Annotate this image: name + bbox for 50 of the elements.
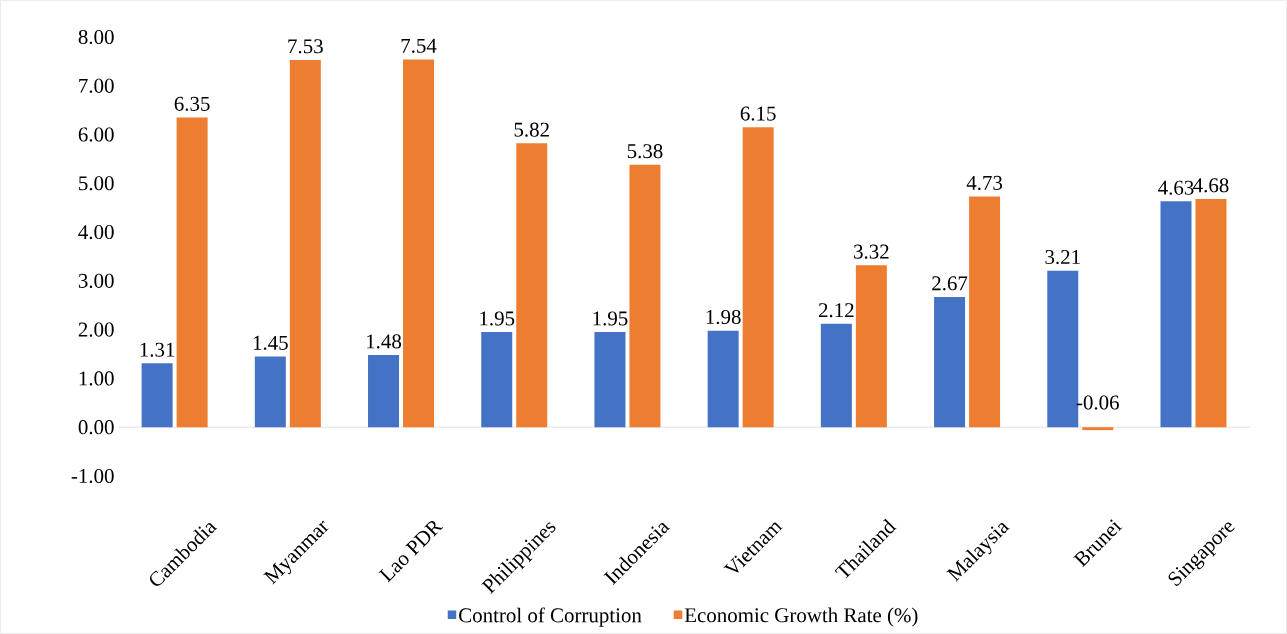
data-label: 6.35 [174, 96, 210, 111]
legend-label: Economic Growth Rate (%) [684, 607, 918, 627]
data-label: 4.68 [1193, 178, 1229, 193]
y-tick-label: 7.00 [79, 78, 114, 93]
data-label: 4.63 [1158, 180, 1194, 195]
bar [969, 196, 1001, 428]
data-label: 1.48 [367, 334, 402, 349]
data-label: 1.95 [593, 311, 628, 326]
data-label: 6.15 [740, 106, 776, 121]
y-tick-label: 0.00 [78, 420, 114, 435]
bar [707, 330, 739, 428]
data-label: 3.32 [854, 244, 889, 259]
data-label: 2.67 [932, 276, 968, 291]
data-label: 1.98 [706, 309, 741, 325]
y-tick-label: 8.00 [78, 29, 114, 45]
y-tick-label: 3.00 [78, 273, 114, 288]
bar [629, 164, 661, 428]
y-tick-label: 5.00 [79, 176, 114, 191]
bar [289, 59, 321, 428]
data-label: 7.54 [401, 38, 437, 53]
bar [516, 143, 548, 428]
bar [594, 332, 626, 428]
bar [855, 265, 887, 428]
bar [403, 59, 435, 428]
y-tick-label: 1.00 [79, 371, 114, 386]
data-label: 5.82 [514, 122, 549, 137]
data-label: 2.12 [818, 303, 854, 318]
data-label: 5.38 [627, 144, 663, 159]
y-tick-label: 4.00 [78, 225, 114, 240]
bar [481, 332, 513, 428]
bar [176, 117, 208, 428]
bar [254, 356, 286, 428]
data-label: 7.53 [288, 39, 323, 54]
bar [368, 355, 400, 428]
bar [934, 296, 966, 428]
bar [1160, 201, 1192, 428]
data-label: 1.95 [480, 311, 515, 326]
bar [742, 127, 774, 428]
y-tick-label: 6.00 [78, 127, 114, 142]
bar [141, 363, 173, 428]
bar [1195, 198, 1227, 428]
y-tick-label: -1.00 [71, 468, 114, 484]
data-label: 4.73 [966, 175, 1003, 190]
bar [1082, 427, 1114, 431]
legend-label: Control of Corruption [459, 607, 642, 627]
data-label: 1.45 [253, 335, 288, 350]
bar [820, 323, 852, 428]
y-tick-label: 2.00 [78, 322, 114, 337]
data-label: 3.21 [1045, 249, 1080, 265]
data-label: 1.31 [140, 342, 175, 357]
